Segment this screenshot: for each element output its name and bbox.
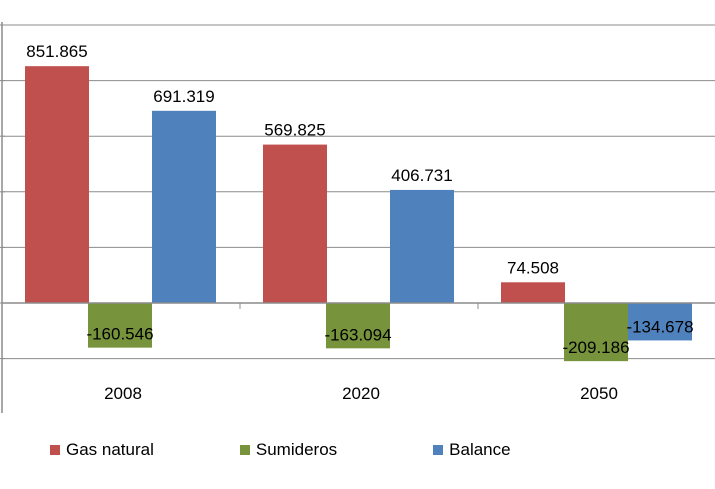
data-label: -134.678 — [626, 317, 693, 336]
data-label: -163.094 — [324, 325, 391, 344]
legend-item-balance: Balance — [433, 440, 511, 460]
data-label: 851.865 — [26, 42, 87, 61]
x-tick-label: 2050 — [580, 384, 618, 403]
legend-item-gas-natural: Gas natural — [50, 440, 154, 460]
legend-swatch-gas-natural — [50, 445, 60, 455]
bar-sumideros-2008 — [88, 303, 152, 348]
x-tick-label: 2008 — [104, 384, 142, 403]
data-label: -160.546 — [86, 325, 153, 344]
legend-label-gas-natural: Gas natural — [66, 440, 154, 459]
bar-balance-2020 — [390, 189, 454, 303]
data-label: -209.186 — [562, 338, 629, 357]
bar-gas-natural-2020 — [263, 144, 327, 303]
legend-label-sumideros: Sumideros — [255, 440, 338, 459]
bar-gas-natural-2050 — [501, 282, 565, 303]
bar-balance-2050 — [628, 303, 692, 341]
bar-sumideros-2050 — [564, 303, 628, 362]
bar-sumideros-2020 — [326, 303, 390, 349]
data-label: 406.731 — [391, 166, 452, 185]
data-label: 569.825 — [264, 121, 325, 140]
legend-swatch-sumideros — [239, 445, 250, 455]
legend-swatch-balance — [433, 445, 444, 455]
bar-balance-2008 — [152, 110, 216, 303]
bar-gas-natural-2008 — [25, 66, 89, 303]
data-label: 691.319 — [153, 87, 214, 106]
legend-item-sumideros: Sumideros — [239, 440, 338, 460]
legend-label-balance: Balance — [449, 440, 511, 459]
x-tick-label: 2020 — [342, 384, 380, 403]
data-label: 74.508 — [507, 258, 559, 277]
legend: Gas natural Sumideros Balance — [50, 440, 511, 460]
